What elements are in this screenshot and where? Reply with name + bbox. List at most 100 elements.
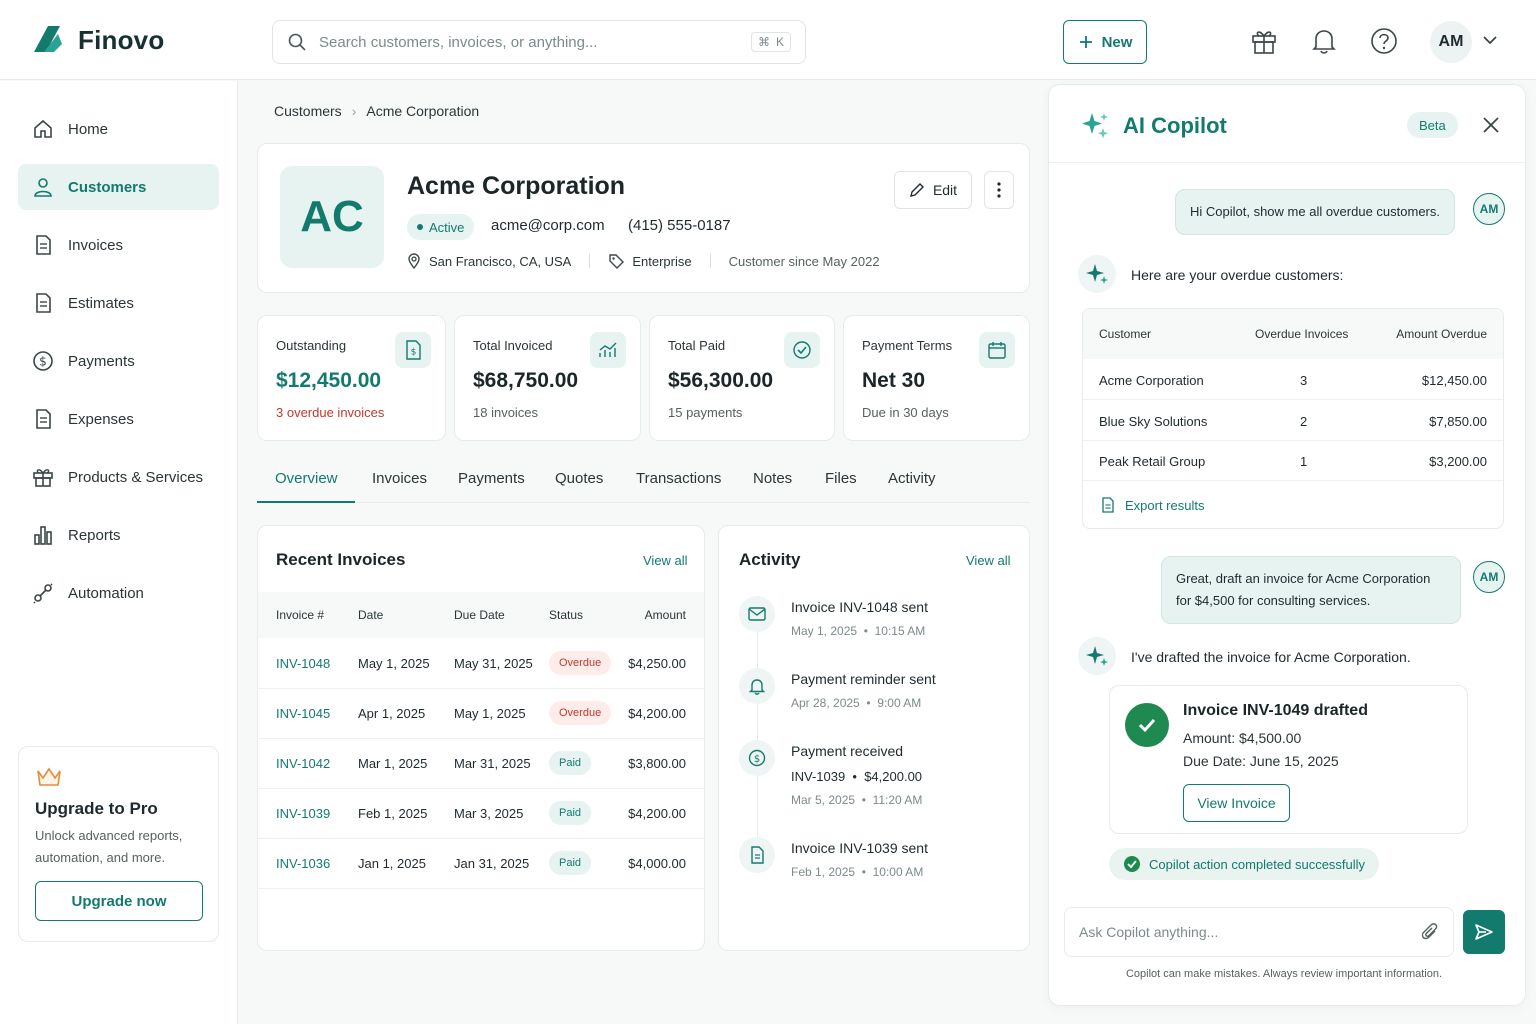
document-icon [739, 837, 775, 873]
breadcrumb-parent[interactable]: Customers [274, 103, 342, 119]
bell-icon [739, 668, 775, 704]
copilot-input-box[interactable] [1064, 907, 1454, 957]
dollar-circle-icon: $ [739, 740, 775, 776]
sidebar-item-label: Invoices [68, 236, 124, 254]
activity-date: Feb 1, 2025 [791, 865, 856, 879]
divider [589, 254, 591, 268]
user-initials: AM [1479, 202, 1499, 216]
plus-icon [1079, 36, 1092, 48]
table-row[interactable]: INV-1045 Apr 1, 2025 May 1, 2025 Overdue… [258, 689, 704, 739]
invoice-amount: $4,200.00 [628, 706, 686, 721]
invoice-id[interactable]: INV-1045 [276, 706, 331, 721]
customer-initials: AC [300, 192, 364, 241]
tab-quotes[interactable]: Quotes [555, 470, 604, 487]
sidebar-item-estimates[interactable]: Estimates [18, 280, 219, 326]
tab-payments[interactable]: Payments [458, 470, 525, 487]
view-invoice-button[interactable]: View Invoice [1183, 784, 1290, 822]
sidebar-item-label: Reports [68, 526, 121, 544]
user-avatar[interactable]: AM [1430, 21, 1472, 63]
copilot-input[interactable] [1079, 924, 1421, 940]
sidebar-item-invoices[interactable]: Invoices [18, 222, 219, 268]
table-row[interactable]: Blue Sky Solutions 2 $7,850.00 [1083, 401, 1503, 441]
upgrade-title: Upgrade to Pro [35, 799, 158, 818]
customer-cell: Acme Corporation [1099, 373, 1204, 388]
ai-copilot-panel: AI Copilot Beta Hi Copilot, show me all … [1048, 84, 1526, 1006]
activity-item-datetime: May 1, 2025 • 10:15 AM [791, 624, 926, 638]
sidebar-item-reports[interactable]: Reports [18, 512, 219, 558]
activity-time: 10:15 AM [874, 624, 926, 638]
tab-notes[interactable]: Notes [753, 470, 793, 487]
trend-chart-icon [590, 332, 626, 368]
view-all-activity-link[interactable]: View all [966, 553, 1011, 568]
gift-icon [33, 469, 53, 487]
upgrade-now-button[interactable]: Upgrade now [35, 881, 203, 921]
app-logo[interactable]: Finovo [30, 22, 164, 58]
chevron-down-icon[interactable] [1483, 35, 1497, 45]
table-row[interactable]: INV-1036 Jan 1, 2025 Jan 31, 2025 Paid $… [258, 839, 704, 889]
breadcrumb: Customers › Acme Corporation [274, 103, 479, 119]
document-icon [36, 235, 51, 255]
tab-overview[interactable]: Overview [275, 470, 338, 487]
send-button[interactable] [1463, 910, 1505, 954]
column-header: Date [358, 608, 384, 622]
sidebar-item-automation[interactable]: Automation [18, 570, 219, 616]
search-input[interactable] [319, 33, 739, 51]
home-icon [34, 119, 52, 138]
tab-activity[interactable]: Activity [888, 470, 936, 487]
tab-files[interactable]: Files [825, 470, 857, 487]
shortcut-hint: ⌘ K [750, 32, 791, 52]
table-row[interactable]: Acme Corporation 3 $12,450.00 [1083, 360, 1503, 400]
view-all-invoices-link[interactable]: View all [643, 553, 688, 568]
user-icon [34, 178, 52, 197]
sidebar-item-payments[interactable]: $ Payments [18, 338, 219, 384]
gift-icon[interactable] [1251, 27, 1277, 55]
table-row[interactable]: INV-1048 May 1, 2025 May 31, 2025 Overdu… [258, 639, 704, 689]
sidebar-item-customers[interactable]: Customers [18, 164, 219, 210]
copilot-header: AI Copilot Beta [1049, 85, 1525, 163]
table-row[interactable]: INV-1042 Mar 1, 2025 Mar 31, 2025 Paid $… [258, 739, 704, 789]
column-header: Amount [644, 608, 686, 622]
new-button[interactable]: New [1063, 20, 1147, 64]
activity-time: 11:20 AM [872, 793, 923, 807]
edit-button[interactable]: Edit [894, 171, 972, 209]
dollar-doc-icon: $ [395, 332, 431, 368]
invoice-due: Mar 3, 2025 [454, 806, 524, 821]
sidebar-item-home[interactable]: Home [18, 106, 219, 152]
new-button-label: New [1101, 33, 1133, 51]
search-bar[interactable]: ⌘K [272, 20, 806, 64]
table-row[interactable]: INV-1039 Feb 1, 2025 Mar 3, 2025 Paid $4… [258, 789, 704, 839]
tab-invoices[interactable]: Invoices [372, 470, 428, 487]
copilot-avatar [1078, 255, 1116, 293]
sidebar-item-label: Home [68, 120, 109, 138]
sparkle-icon [1082, 113, 1108, 139]
invoice-id[interactable]: INV-1042 [276, 756, 331, 771]
customer-since: Customer since May 2022 [728, 253, 880, 269]
status-badge: Active [407, 214, 475, 240]
help-icon[interactable] [1370, 27, 1398, 55]
invoice-id[interactable]: INV-1039 [276, 806, 331, 821]
sidebar-item-products-services[interactable]: Products & Services [18, 454, 219, 500]
bell-icon[interactable] [1311, 27, 1337, 55]
customer-phone[interactable]: (415) 555-0187 [628, 217, 731, 234]
customer-tier: Enterprise [632, 253, 692, 269]
table-row[interactable]: Peak Retail Group 1 $3,200.00 [1083, 441, 1503, 481]
tag-icon [609, 254, 625, 269]
customer-location: San Francisco, CA, USA [429, 253, 572, 269]
customer-tabs: Overview Invoices Payments Quotes Transa… [257, 456, 1030, 503]
invoice-id[interactable]: INV-1048 [276, 656, 331, 671]
customer-email[interactable]: acme@corp.com [491, 217, 605, 234]
close-icon[interactable] [1482, 116, 1500, 134]
sidebar: Home Customers Invoices Estimates $ Paym… [0, 81, 238, 1024]
tab-transactions[interactable]: Transactions [636, 470, 722, 487]
activity-item-datetime: Mar 5, 2025 • 11:20 AM [791, 793, 923, 807]
invoice-draft-card: Invoice INV-1049 drafted Amount: $4,500.… [1109, 685, 1468, 834]
paperclip-icon[interactable] [1421, 922, 1439, 942]
edit-label: Edit [932, 182, 958, 198]
stat-sub[interactable]: 3 overdue invoices [276, 405, 385, 420]
more-options-button[interactable] [984, 171, 1014, 209]
invoice-id[interactable]: INV-1036 [276, 856, 331, 871]
activity-invoice[interactable]: INV-1039 [791, 769, 846, 784]
export-results-link[interactable]: Export results [1101, 497, 1204, 513]
sidebar-item-expenses[interactable]: Expenses [18, 396, 219, 442]
customer-avatar: AC [280, 166, 384, 268]
